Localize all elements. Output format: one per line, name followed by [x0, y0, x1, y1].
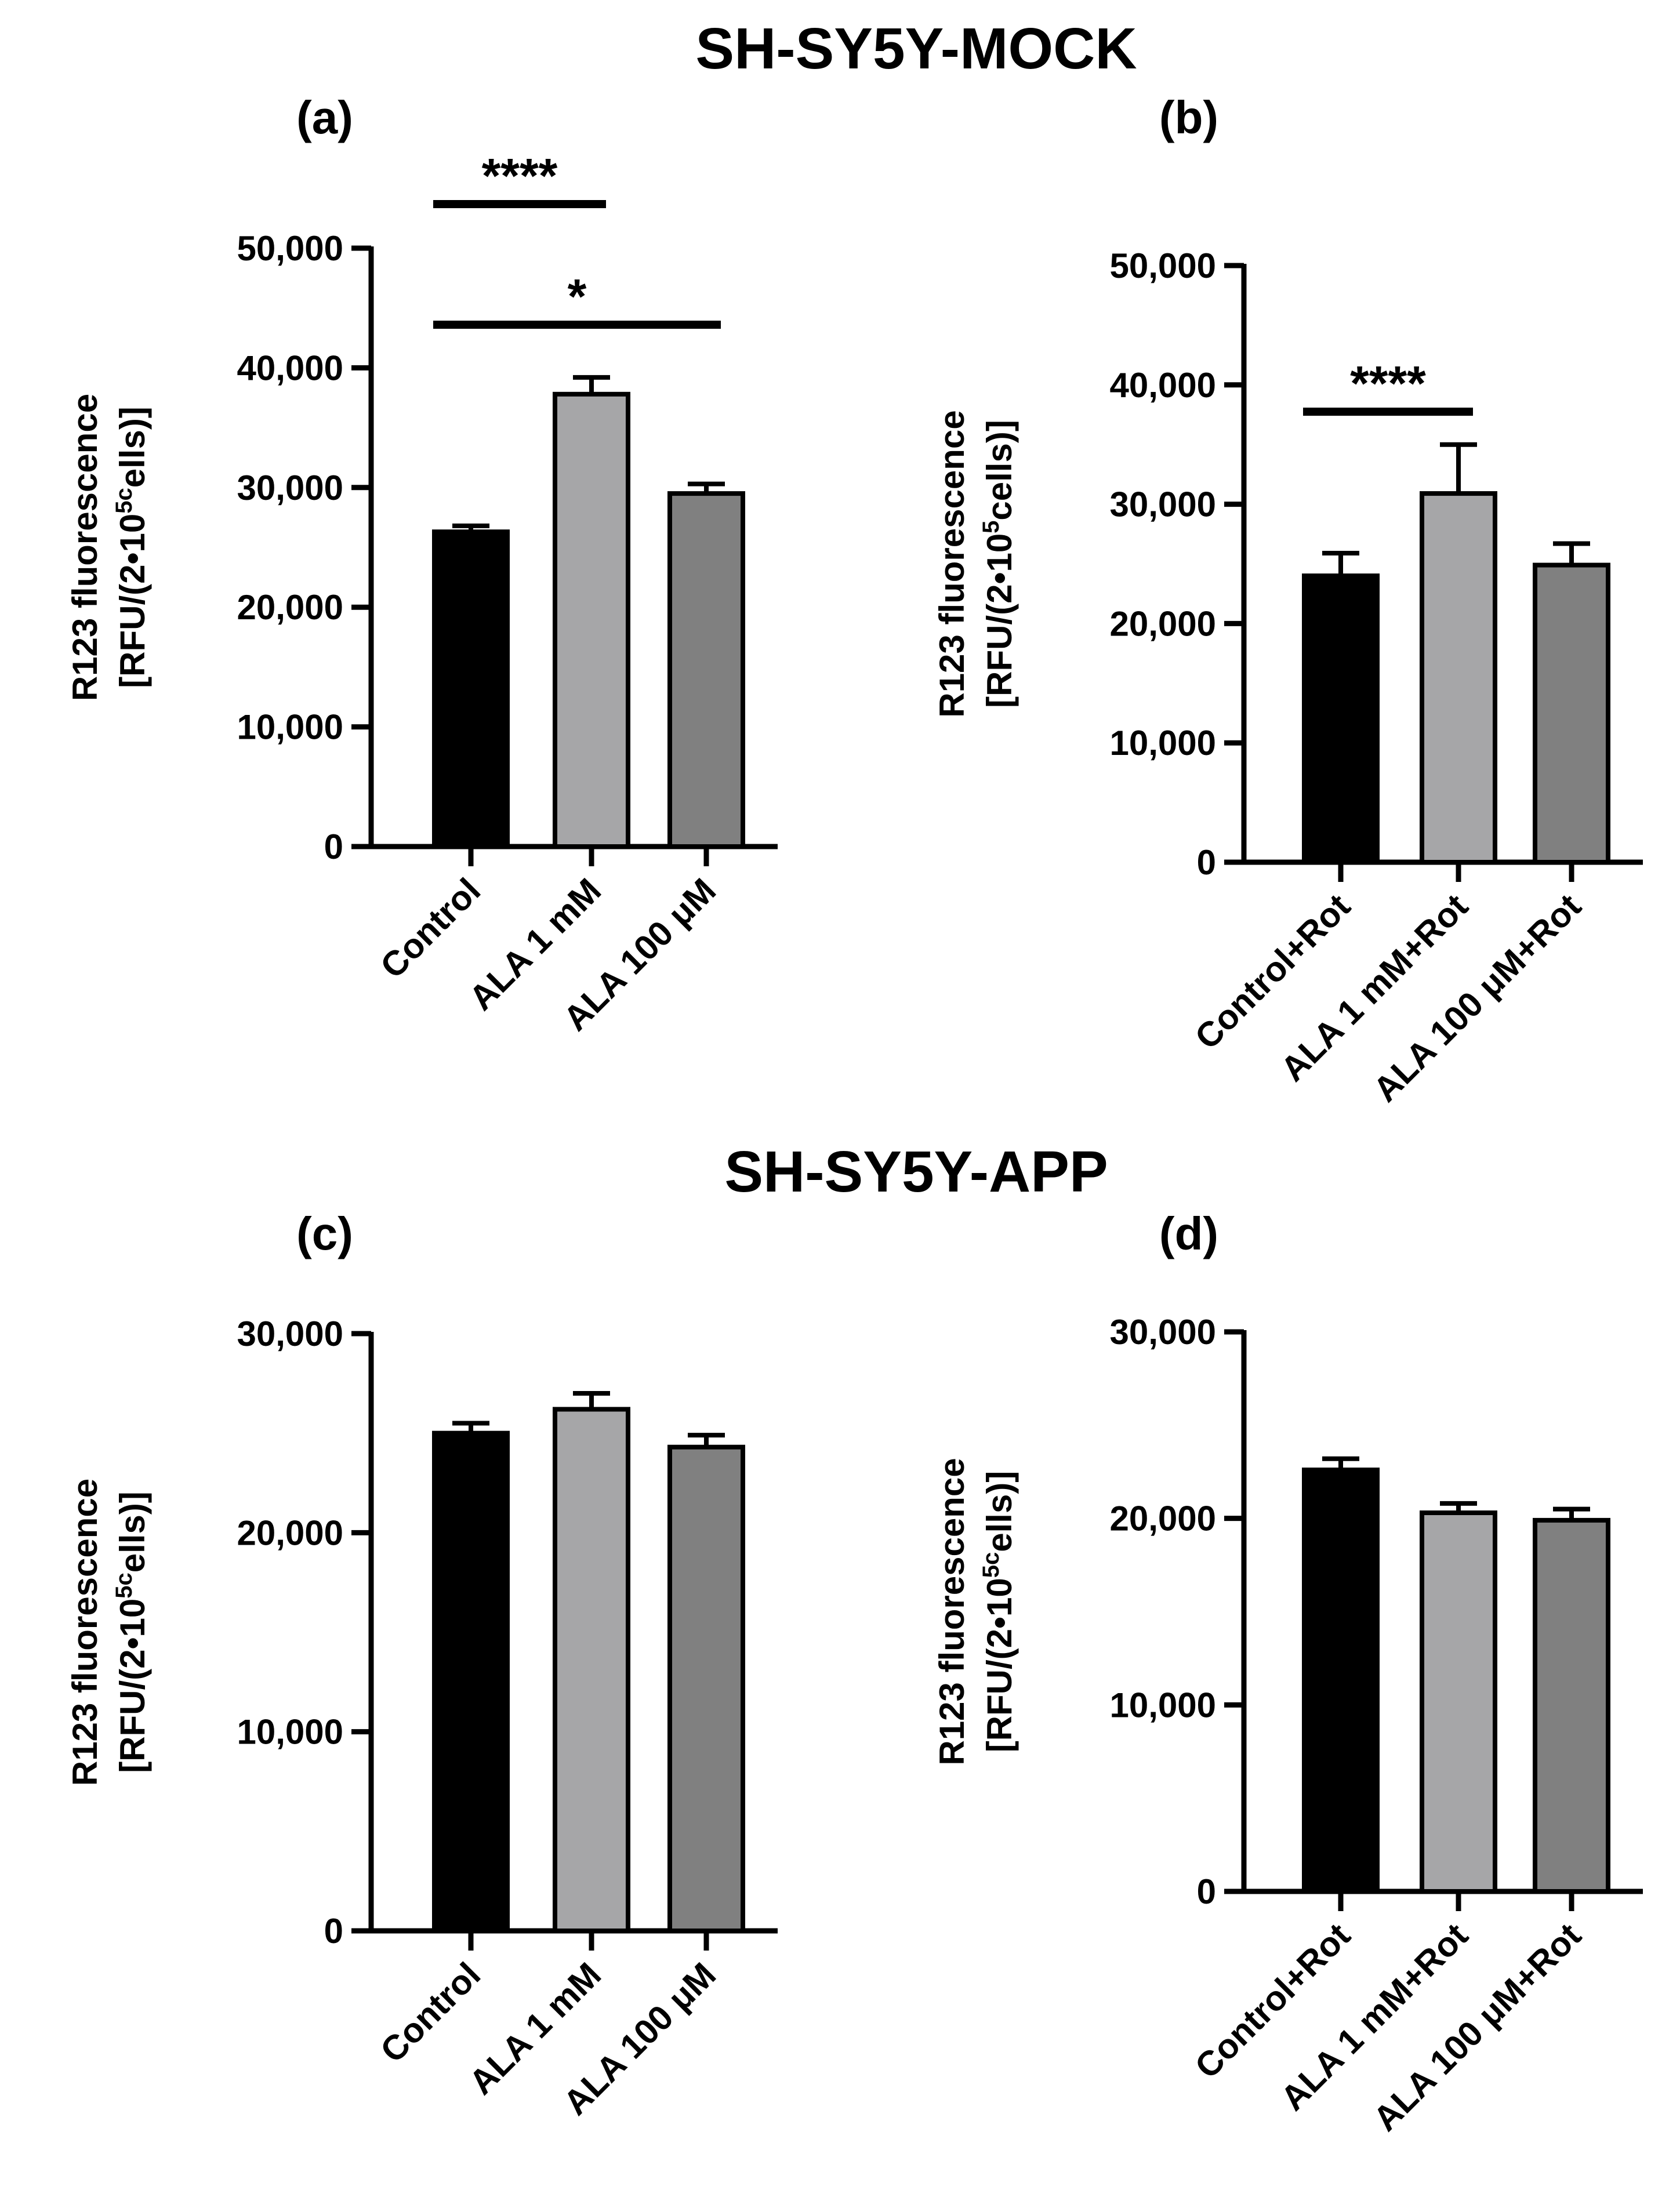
y-tick-label: 0	[1197, 843, 1216, 882]
y-axis-label-superscript: 5	[111, 500, 137, 513]
section-title-app: SH-SY5Y-APP	[724, 1139, 1108, 1204]
y-tick-label: 10,000	[237, 1713, 343, 1752]
y-tick-label: 40,000	[237, 348, 343, 387]
y-axis-label-tail: ells)]	[980, 1471, 1019, 1552]
y-tick-label: 30,000	[1109, 485, 1216, 524]
y-tick-label: 10,000	[237, 708, 343, 747]
y-axis-label-line2: [RFU/(2•10	[113, 1599, 152, 1773]
x-tick-label: Control	[373, 871, 488, 986]
y-axis-label-subscript: c	[111, 488, 137, 500]
y-tick-label: 30,000	[237, 1314, 343, 1353]
bar	[667, 491, 745, 849]
y-tick-label: 30,000	[1109, 1313, 1216, 1352]
y-axis-label: R123 fluorescence [RFU/(2•105cells)]	[66, 1479, 152, 1786]
chart-panel-b: (b) R123 fluorescence [RFU/(2•105cells)] 0 1…	[932, 92, 1643, 1109]
y-axis-label-subscript: c	[111, 1573, 137, 1585]
panel-label: (d)	[1159, 1208, 1218, 1259]
x-tick-label: Control	[373, 1955, 488, 2070]
bar	[1533, 562, 1610, 865]
y-axis-label-line1: R123 fluorescence	[66, 394, 104, 701]
y-tick-label: 50,000	[1109, 246, 1216, 285]
y-axis-label-superscript: 5	[978, 1565, 1004, 1578]
y-tick-label: 50,000	[237, 229, 343, 268]
y-tick-label: 30,000	[237, 469, 343, 507]
bar	[432, 529, 510, 849]
y-axis-label-superscript: 5	[111, 1585, 137, 1598]
y-axis-label: R123 fluorescence [RFU/(2•105cells)]	[66, 394, 152, 701]
panel-label: (a)	[296, 92, 353, 143]
y-axis-label-tail: cells)]	[980, 420, 1019, 520]
bar	[1302, 1468, 1380, 1894]
y-axis-label-line1: R123 fluorescence	[66, 1479, 104, 1786]
bar	[553, 1407, 630, 1933]
chart-panel-c: (c) R123 fluorescence [RFU/(2•105cells)] 0 1…	[66, 1208, 778, 2122]
y-axis-label-line2: [RFU/(2•10	[113, 514, 152, 688]
y-tick-label: 0	[1197, 1872, 1216, 1911]
bar	[1302, 573, 1380, 865]
y-axis-label-superscript: 5	[978, 521, 1004, 533]
y-axis-label-tail: ells)]	[113, 406, 152, 488]
y-tick-label: 20,000	[237, 1513, 343, 1552]
x-tick-label: ALA 100 μM+Rot	[1366, 887, 1588, 1109]
y-axis-label-subscript: c	[978, 1552, 1004, 1565]
y-axis-label-line2: [RFU/(2•10	[980, 533, 1019, 708]
y-tick-label: 0	[324, 827, 343, 866]
bar	[667, 1444, 745, 1933]
panel-label: (b)	[1159, 92, 1218, 143]
x-tick-label: ALA 100 μM+Rot	[1366, 1916, 1588, 2138]
significance-label: *	[568, 269, 587, 324]
y-tick-label: 40,000	[1109, 366, 1216, 405]
bar	[553, 391, 630, 849]
y-axis-label: R123 fluorescence [RFU/(2•105cells)]	[932, 1458, 1019, 1765]
y-axis-label: R123 fluorescence [RFU/(2•105cells)]	[932, 410, 1019, 717]
y-tick-label: 10,000	[1109, 1686, 1216, 1724]
y-axis-label-line2: [RFU/(2•10	[980, 1578, 1019, 1752]
significance-label: ****	[1350, 356, 1426, 411]
y-tick-label: 20,000	[1109, 604, 1216, 643]
y-tick-label: 20,000	[237, 588, 343, 627]
significance-label: ****	[482, 148, 558, 203]
bar	[1533, 1517, 1610, 1894]
chart-panel-a: (a) R123 fluorescence [RFU/(2•105cells)] 0 1…	[66, 92, 778, 1038]
bar	[432, 1430, 510, 1934]
bar	[1420, 491, 1497, 865]
chart-panel-d: (d) R123 fluorescence [RFU/(2•105cells)] 0 1…	[932, 1208, 1643, 2138]
panel-label: (c)	[296, 1208, 353, 1259]
bar	[1420, 1510, 1497, 1894]
y-tick-label: 20,000	[1109, 1499, 1216, 1538]
y-tick-label: 0	[324, 1912, 343, 1951]
y-tick-label: 10,000	[1109, 724, 1216, 762]
y-axis-label-tail: ells)]	[113, 1491, 152, 1573]
section-title-mock: SH-SY5Y-MOCK	[695, 16, 1137, 81]
y-axis-label-line1: R123 fluorescence	[932, 1458, 971, 1765]
y-axis-label-line1: R123 fluorescence	[932, 410, 971, 717]
